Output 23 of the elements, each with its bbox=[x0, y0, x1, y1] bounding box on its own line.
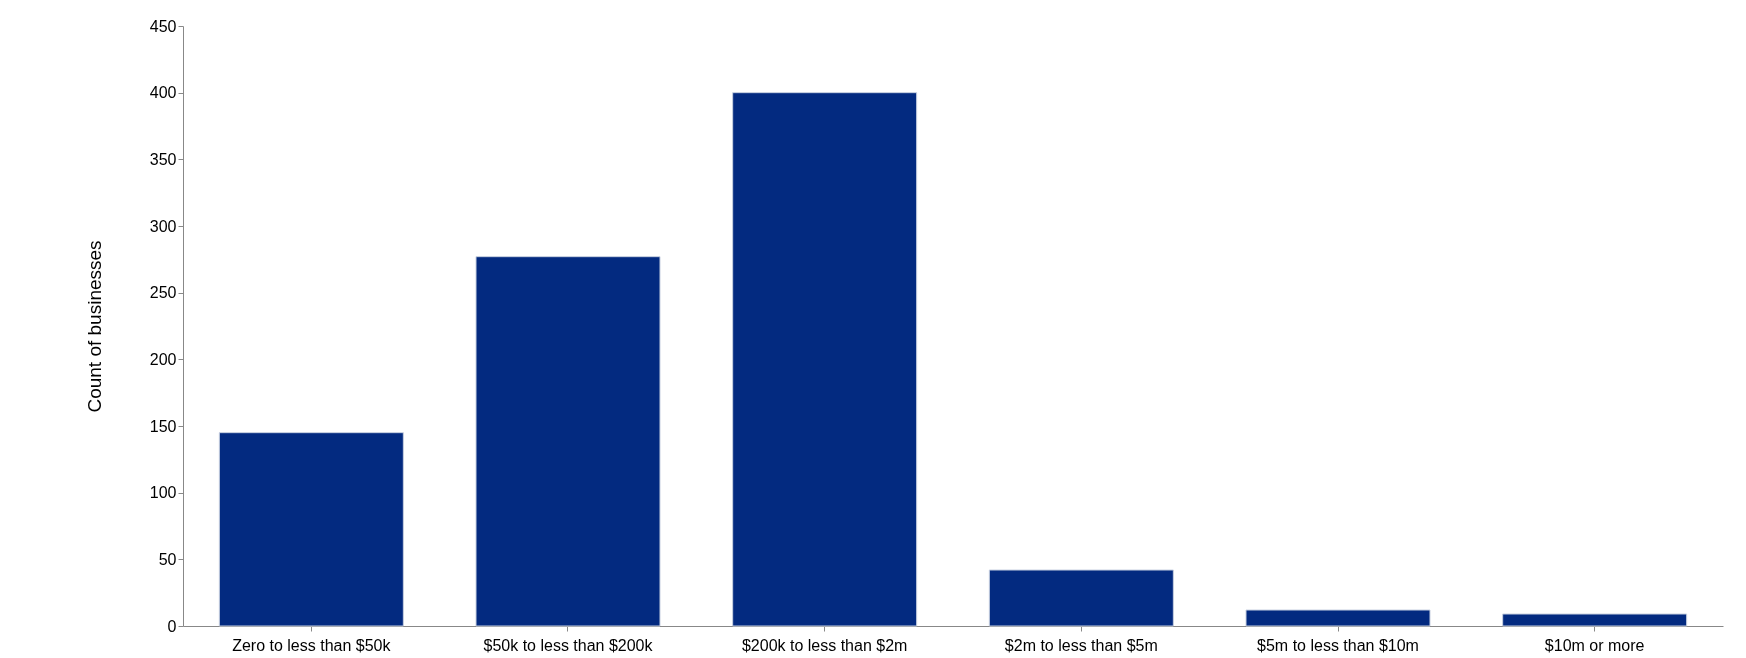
y-tick-label: 300 bbox=[149, 217, 177, 235]
y-tick-label: 0 bbox=[167, 617, 177, 635]
bar bbox=[475, 256, 661, 627]
y-tick-label: 400 bbox=[149, 84, 177, 102]
y-tick-label: 50 bbox=[158, 550, 177, 568]
bar bbox=[1245, 609, 1431, 627]
bar bbox=[732, 92, 918, 627]
y-tick-label: 200 bbox=[149, 350, 177, 368]
x-tick-label: $5m to less than $10m bbox=[1257, 636, 1419, 654]
y-axis-title: Count of businesses bbox=[83, 240, 105, 413]
y-tick-label: 250 bbox=[149, 284, 177, 302]
bar bbox=[218, 432, 404, 627]
x-tick-label: Zero to less than $50k bbox=[232, 636, 392, 654]
x-tick-label: $200k to less than $2m bbox=[741, 636, 908, 654]
x-tick-label: $10m or more bbox=[1544, 636, 1645, 654]
bar bbox=[1502, 613, 1688, 627]
bar bbox=[988, 569, 1174, 627]
x-tick-label: $2m to less than $5m bbox=[1004, 636, 1158, 654]
y-tick-label: 350 bbox=[149, 150, 177, 168]
y-tick-label: 450 bbox=[149, 17, 177, 35]
y-tick-label: 100 bbox=[149, 484, 177, 502]
x-tick-label: $50k to less than $200k bbox=[483, 636, 654, 654]
y-tick-label: 150 bbox=[149, 417, 177, 435]
